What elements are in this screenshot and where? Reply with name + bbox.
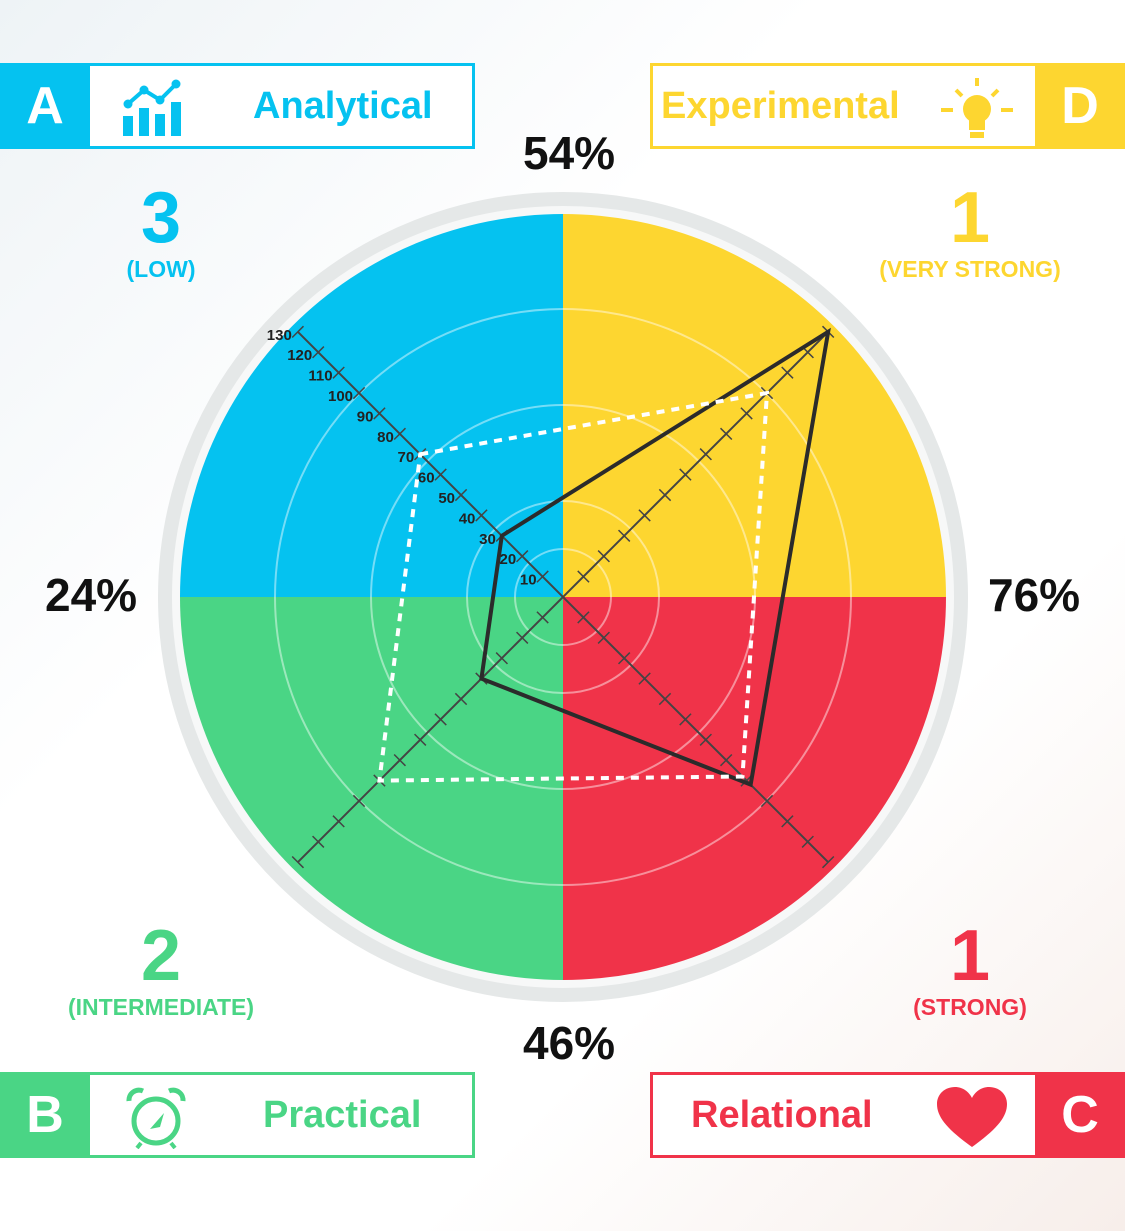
score-practical: 2 (INTERMEDIATE) [11, 920, 311, 1021]
score-level-experimental: (VERY STRONG) [879, 256, 1061, 282]
axis-tick [536, 611, 549, 624]
tick-label: 110 [308, 368, 332, 385]
axis-tick [312, 835, 325, 848]
axis-tick [658, 692, 672, 706]
axis-tick [781, 366, 794, 379]
tick-label: 40 [459, 510, 476, 527]
axis-tick [618, 529, 631, 542]
axis-tick [495, 652, 508, 665]
experimental-header: D Experimental [650, 63, 1125, 149]
axis-tick [291, 325, 305, 339]
tick-label: 130 [267, 327, 292, 344]
score-number-relational: 1 [949, 916, 991, 996]
tick-label: 80 [377, 429, 394, 446]
percent-top: 54% [523, 127, 616, 179]
axis-tick [679, 468, 692, 481]
axis-tick [618, 652, 631, 665]
axis-tick [638, 509, 651, 522]
axis-tick [536, 570, 549, 583]
axis-tick [597, 631, 610, 644]
tick-label: 90 [357, 408, 374, 425]
quadrant-letter-d: D [1035, 66, 1125, 146]
axis-tick [352, 794, 366, 808]
axis-tick [801, 835, 814, 848]
axis-tick [332, 815, 345, 828]
axis-tick [699, 448, 712, 461]
axis-tick [393, 427, 407, 441]
axis-tick [658, 488, 672, 502]
score-experimental: 1 (VERY STRONG) [820, 182, 1120, 283]
axis-tick [475, 509, 488, 522]
grid-ring [466, 500, 660, 694]
tick-label: 70 [398, 449, 415, 466]
practical-header: B Practical [0, 1072, 475, 1158]
tick-label: 120 [287, 347, 312, 364]
score-level-analytical: (LOW) [126, 256, 196, 282]
score-level-practical: (INTERMEDIATE) [67, 994, 255, 1020]
quadrant-name-practical: Practical [263, 1093, 422, 1136]
axis-tick [434, 713, 447, 726]
axis-tick [393, 753, 407, 767]
grid-rings [274, 308, 852, 886]
quadrant-name-relational: Relational [691, 1093, 873, 1136]
axis-line [297, 331, 829, 863]
score-level-relational: (STRONG) [913, 994, 1027, 1020]
series-dashed-polygon [377, 390, 770, 783]
data-series [377, 327, 831, 788]
score-analytical: 3 (LOW) [11, 182, 311, 283]
light-bulb-icon [941, 78, 1013, 138]
axis-tick [740, 407, 753, 420]
axis-tick [516, 631, 529, 644]
axis-tick [373, 407, 386, 420]
quadrant-letter-a: A [0, 66, 90, 146]
score-relational: 1 (STRONG) [820, 920, 1120, 1021]
diagonal-axes [291, 325, 835, 869]
axis-tick [679, 713, 692, 726]
tick-label: 100 [328, 388, 353, 405]
alarm-clock-icon [126, 1087, 186, 1149]
axis-tick [821, 855, 835, 869]
bar-chart-icon [123, 79, 181, 136]
axis-tick [291, 855, 305, 869]
axis-tick [577, 570, 590, 583]
grid-ring [514, 548, 612, 646]
axis-tick [352, 386, 366, 400]
axis-tick [781, 815, 794, 828]
tick-label: 60 [418, 470, 435, 487]
tick-label: 30 [479, 531, 496, 548]
axis-tick [719, 427, 733, 441]
quadrant-name-experimental: Experimental [661, 84, 900, 127]
axis-tick [434, 468, 447, 481]
grid-ring [274, 308, 852, 886]
score-number-experimental: 1 [949, 178, 991, 258]
score-number-analytical: 3 [140, 178, 182, 258]
axis-tick [332, 366, 345, 379]
percent-left: 24% [45, 569, 138, 621]
axis-tick [597, 550, 610, 563]
axis-tick [454, 692, 468, 706]
quadrant-letter-b: B [0, 1075, 90, 1155]
tick-label: 20 [500, 551, 517, 568]
relational-header: C Relational [650, 1072, 1125, 1158]
tick-label: 10 [520, 572, 537, 589]
axis-tick [638, 672, 651, 685]
analytical-header: A Analytical [0, 63, 475, 149]
quadrant-letter-c: C [1035, 1075, 1125, 1155]
axis-tick [760, 794, 774, 808]
axis-tick [454, 488, 468, 502]
percent-right: 76% [988, 569, 1081, 621]
score-number-practical: 2 [140, 916, 182, 996]
axis-tick [719, 753, 733, 767]
heart-icon [937, 1087, 1007, 1147]
axis-tick [699, 733, 712, 746]
axis-tick [312, 346, 325, 359]
quadrant-name-analytical: Analytical [253, 84, 433, 127]
axis-tick [516, 550, 529, 563]
axis-tick [414, 733, 427, 746]
tick-label: 50 [438, 490, 455, 507]
percent-bottom: 46% [523, 1017, 616, 1069]
axis-tick [577, 611, 590, 624]
